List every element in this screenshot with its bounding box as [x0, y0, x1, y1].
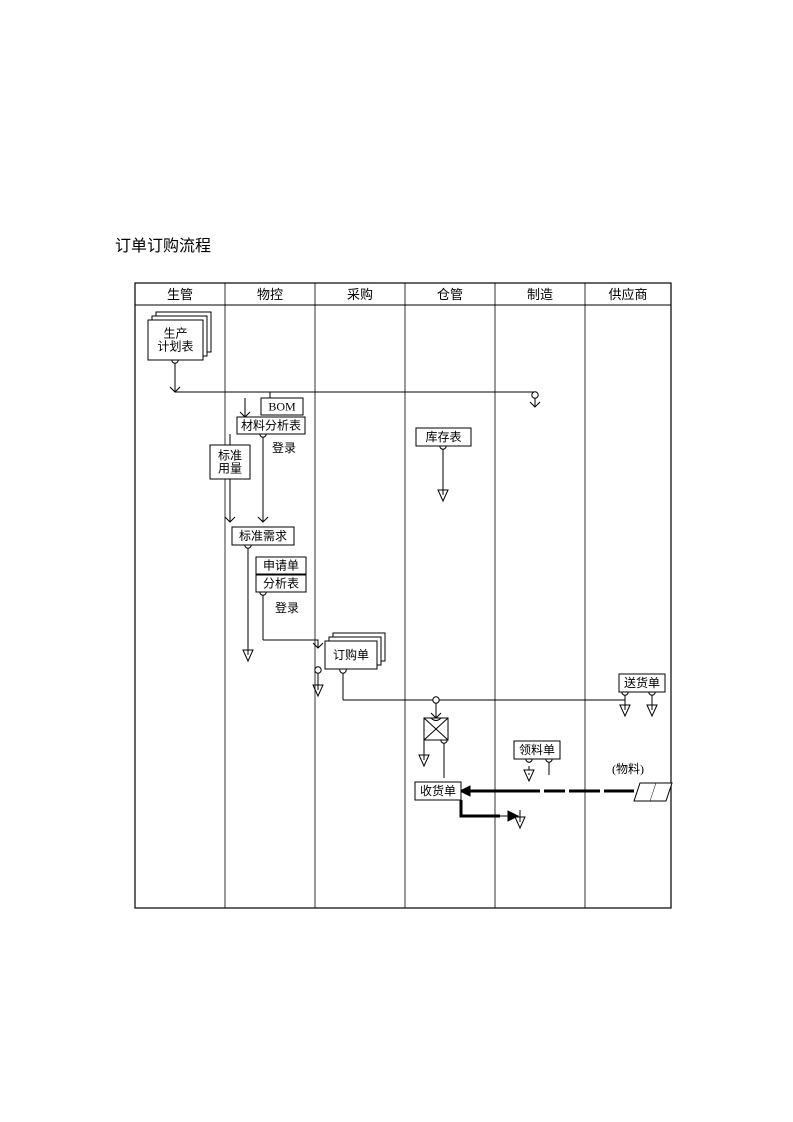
svg-text:分析表: 分析表	[263, 577, 299, 591]
svg-text:领料单: 领料单	[519, 743, 555, 757]
svg-text:生产: 生产	[163, 327, 187, 341]
svg-text:BOM: BOM	[268, 400, 296, 414]
column-header: 制造	[527, 287, 553, 302]
svg-text:库存表: 库存表	[425, 429, 461, 444]
column-header: 物控	[257, 287, 283, 302]
flowchart-diagram: 生管物控采购仓管制造供应商生产计划表BOM材料分析表标准用量登录库存表标准需求申…	[0, 0, 793, 1122]
svg-text:标准: 标准	[218, 449, 242, 463]
column-header: 生管	[167, 287, 193, 302]
svg-text:登录: 登录	[275, 600, 299, 615]
svg-text:标准需求: 标准需求	[239, 529, 287, 543]
svg-text:申请单: 申请单	[263, 559, 299, 573]
column-header: 仓管	[437, 287, 463, 302]
svg-text:订购单: 订购单	[333, 647, 369, 662]
svg-text:收货单: 收货单	[420, 783, 456, 798]
svg-text:登录: 登录	[272, 440, 296, 455]
svg-text:(物料): (物料)	[612, 762, 644, 776]
svg-text:计划表: 计划表	[157, 340, 193, 354]
svg-text:材料分析表: 材料分析表	[241, 419, 301, 433]
svg-text:送货单: 送货单	[624, 675, 660, 690]
column-header: 采购	[347, 287, 373, 302]
column-header: 供应商	[608, 287, 647, 302]
svg-text:用量: 用量	[218, 462, 242, 476]
